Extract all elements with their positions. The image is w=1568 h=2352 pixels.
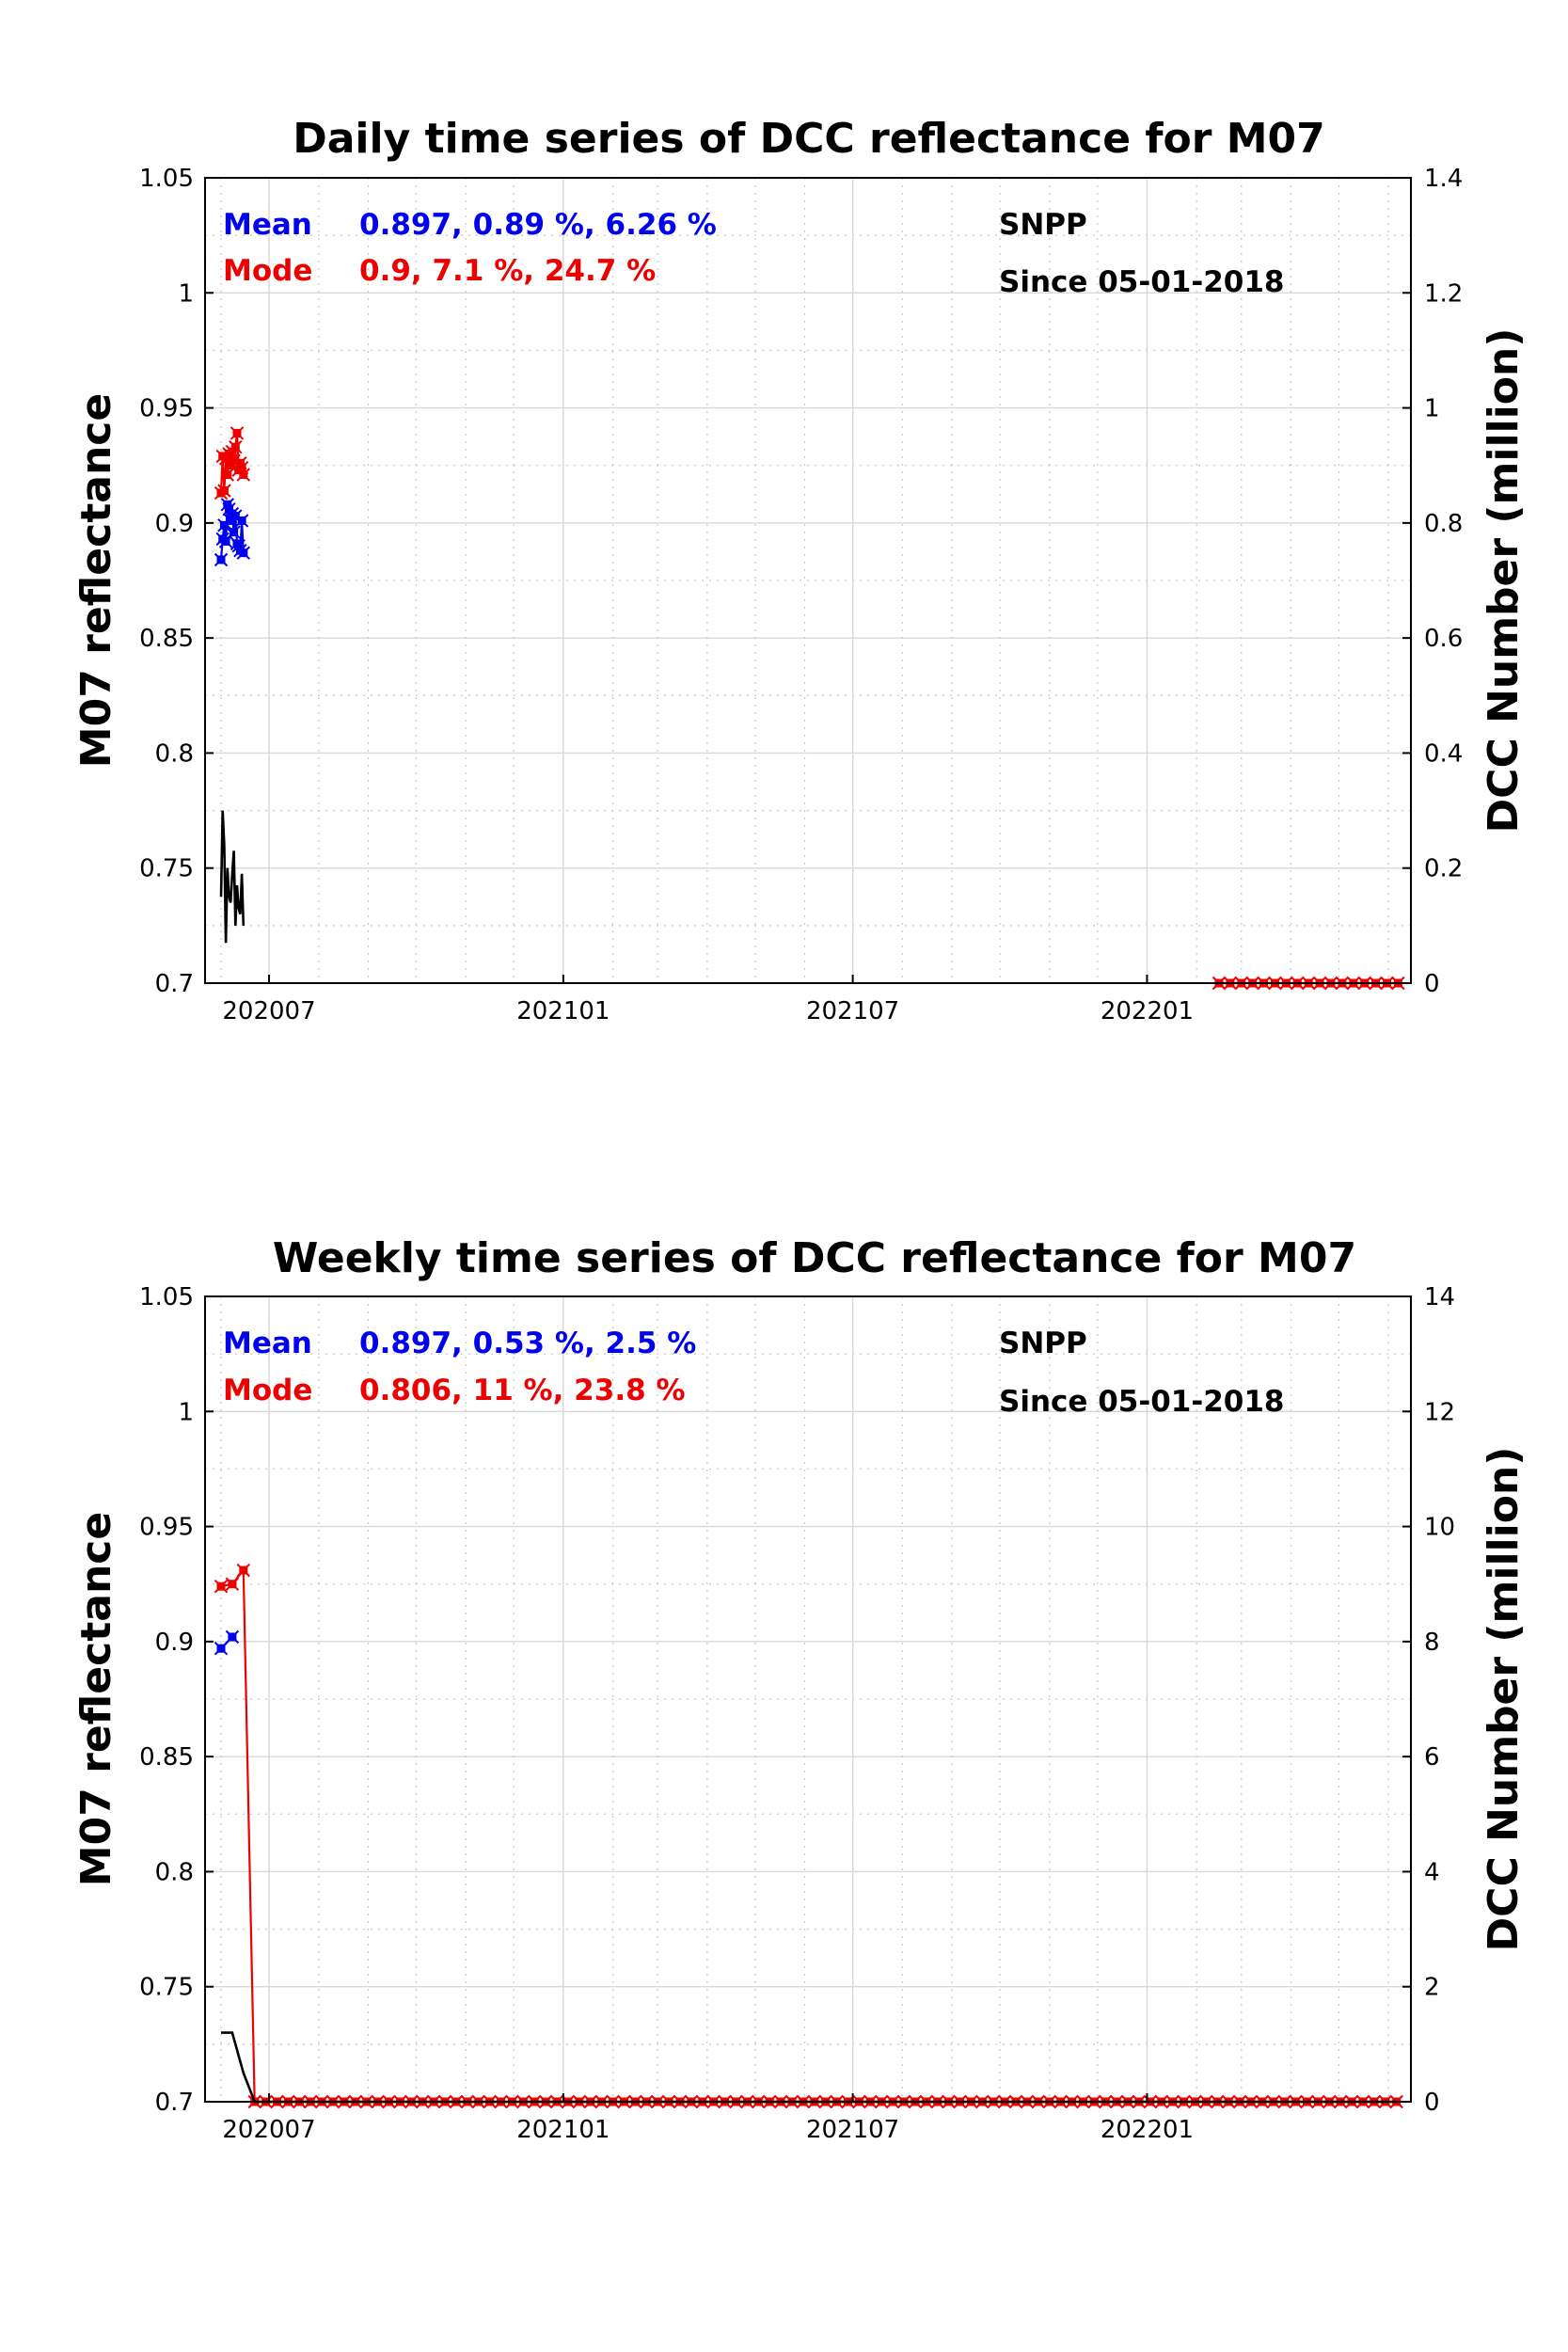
mode-point [217, 484, 231, 498]
mode-point [220, 468, 235, 482]
y-tick-label: 0.95 [139, 395, 194, 423]
y2-tick-label: 12 [1424, 1398, 1455, 1426]
mode-series-line [220, 1566, 1397, 2104]
y2-tick-label: 8 [1424, 1629, 1440, 1657]
mean-point [234, 514, 249, 528]
y2-tick-label: 0 [1424, 2089, 1440, 2117]
plot-frame [204, 1295, 1412, 2103]
x-tick-label: 202107 [806, 2116, 899, 2144]
y2-tick-label: 0.6 [1424, 625, 1463, 653]
y-tick-label: 0.7 [155, 970, 194, 998]
y-tick-label: 0.8 [155, 739, 194, 768]
y-tick-label: 0.85 [139, 625, 194, 653]
mean-label: Mean [223, 208, 312, 242]
mode-label: Mode [223, 254, 312, 288]
y2-tick-label: 14 [1424, 1283, 1455, 1311]
y2-tick-label: 0.8 [1424, 510, 1463, 538]
mean-label: Mean [223, 1327, 312, 1360]
y-tick-label: 0.75 [139, 855, 194, 883]
mode-point [225, 1577, 240, 1591]
y-tick-label: 1.05 [139, 165, 194, 193]
y2-tick-label: 0.4 [1424, 739, 1463, 768]
y-axis-label: M07 reflectance [72, 393, 120, 768]
x-tick-label: 202201 [1101, 2116, 1194, 2144]
mean-point [214, 552, 229, 567]
x-tick-label: 202007 [222, 2116, 315, 2144]
x-tick-label: 202101 [516, 2116, 610, 2144]
y-tick-label: 0.95 [139, 1514, 194, 1542]
y-tick-label: 1.05 [139, 1283, 194, 1311]
dcc-number-series-line [221, 2031, 1397, 2104]
since-date-label: Since 05-01-2018 [999, 265, 1285, 299]
y-tick-label: 0.8 [155, 1858, 194, 1886]
mode-point [236, 1563, 251, 1578]
y-tick-label: 0.75 [139, 1974, 194, 2002]
mode-stats: 0.806, 11 %, 23.8 % [359, 1374, 686, 1407]
x-tick-label: 202007 [222, 997, 315, 1025]
y-tick-label: 0.85 [139, 1743, 194, 1772]
y-tick-label: 0.9 [155, 510, 194, 538]
mean-point [214, 1641, 229, 1656]
mean-point [227, 525, 241, 539]
y2-axis-label: DCC Number (million) [1480, 328, 1528, 834]
mean-stats: 0.897, 0.53 %, 2.5 % [359, 1327, 696, 1360]
y2-tick-label: 0.2 [1424, 855, 1463, 883]
dcc-number-series-line [219, 810, 245, 944]
plot-frame [204, 177, 1412, 984]
chart-title: Daily time series of DCC reflectance for… [293, 115, 1325, 163]
daily-chart-panel: Daily time series of DCC reflectance for… [72, 115, 1528, 1025]
weekly-chart-panel: Weekly time series of DCC reflectance fo… [72, 1234, 1528, 2144]
x-tick-label: 202201 [1101, 997, 1194, 1025]
y-tick-label: 1 [178, 279, 194, 308]
y2-tick-label: 1 [1424, 395, 1440, 423]
mode-point [214, 1579, 229, 1594]
since-date-label: Since 05-01-2018 [999, 1385, 1285, 1419]
satellite-label: SNPP [999, 1327, 1087, 1360]
y-tick-label: 0.9 [155, 1629, 194, 1657]
y2-tick-label: 1.2 [1424, 279, 1463, 308]
mean-point [225, 1629, 240, 1645]
y2-tick-label: 1.4 [1424, 165, 1463, 193]
mean-stats: 0.897, 0.89 %, 6.26 % [359, 208, 717, 242]
mode-point [230, 426, 245, 440]
y2-tick-label: 6 [1424, 1743, 1440, 1772]
y-axis-label: M07 reflectance [72, 1512, 120, 1886]
mean-point [236, 546, 251, 560]
y2-tick-label: 0 [1424, 970, 1440, 998]
mode-stats: 0.9, 7.1 %, 24.7 % [359, 254, 656, 288]
mode-label: Mode [223, 1374, 312, 1407]
y2-tick-label: 2 [1424, 1974, 1440, 2002]
x-tick-label: 202101 [516, 997, 610, 1025]
y-tick-label: 1 [178, 1398, 194, 1426]
chart-title: Weekly time series of DCC reflectance fo… [273, 1234, 1356, 1282]
y2-tick-label: 4 [1424, 1858, 1440, 1886]
satellite-label: SNPP [999, 208, 1087, 242]
y-tick-label: 0.7 [155, 2089, 194, 2117]
y2-tick-label: 10 [1424, 1514, 1455, 1542]
mode-point [229, 439, 243, 454]
y2-axis-label: DCC Number (million) [1480, 1447, 1528, 1952]
x-tick-label: 202107 [806, 997, 899, 1025]
mode-point [236, 468, 251, 482]
